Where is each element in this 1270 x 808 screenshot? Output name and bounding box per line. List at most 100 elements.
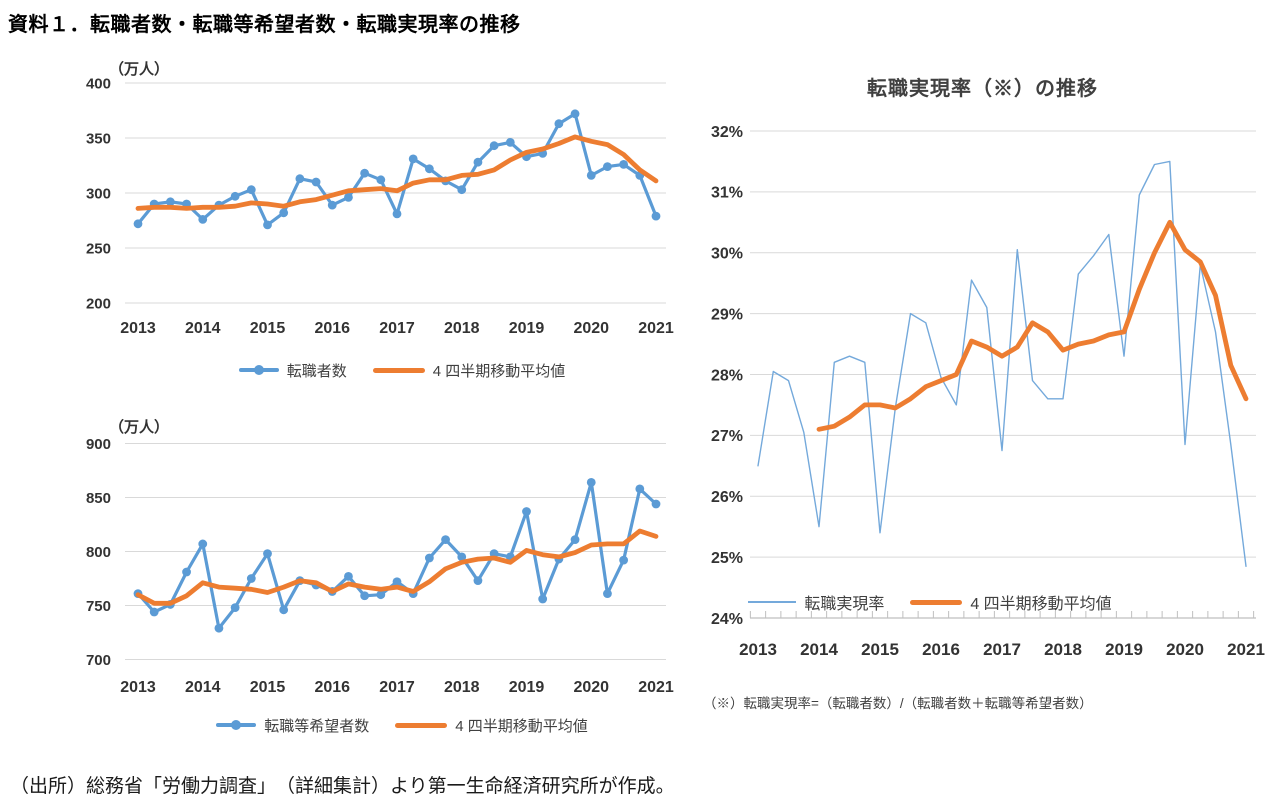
series-line-thick-line (816, 219, 1249, 432)
legend-swatch (395, 722, 448, 728)
x-tick-label: 2013 (120, 320, 156, 337)
y-tick-label: 200 (86, 295, 111, 312)
data-point-marker (505, 138, 515, 147)
formula-footnote: （※）転職実現率=（転職者数）/（転職者数＋転職等希望者数） (703, 696, 1093, 711)
y-tick-label: 300 (86, 185, 111, 202)
x-tick-label: 2016 (314, 320, 350, 337)
x-tick-label: 2014 (185, 320, 221, 337)
legend-swatch (910, 599, 963, 605)
data-point-marker (344, 193, 353, 202)
data-point-marker (538, 594, 548, 604)
x-tick-label: 2019 (509, 320, 545, 337)
x-tick-label: 2014 (800, 640, 838, 659)
data-point-marker (424, 553, 434, 563)
y-tick-label: 25% (711, 550, 743, 567)
chart-realization-rate: 転職実現率（※）の推移 転職実現率 4 四半期移動平均値 （※）転職実現率=（転職… (695, 58, 1270, 723)
data-point-marker (457, 552, 467, 562)
y-tick-label: 400 (86, 75, 111, 92)
data-point-marker (376, 590, 386, 600)
y-tick-label: 27% (711, 428, 743, 445)
y-tick-label: 26% (711, 489, 743, 506)
legend-label: 転職等希望者数 (264, 717, 370, 735)
data-point-marker (263, 220, 272, 230)
data-point-marker (230, 191, 240, 201)
data-point-marker (133, 219, 143, 229)
job-change-hopefuls-plot: 900 850 800 750 700 2013 2014 2015 2016 2017 2018 2… (86, 436, 674, 696)
x-tick-label: 2015 (861, 640, 899, 659)
legend-item: 4 四半期移動平均値 (395, 715, 588, 736)
x-tick-label: 2018 (444, 679, 480, 696)
series-line-thin-line (757, 160, 1247, 567)
realization-rate-plot: 32% 31% 30% 29% 28% 27% 26% 25% 24% 2013 2014 2015 2… (711, 124, 1265, 659)
series-line-thick-line (135, 134, 659, 211)
x-tick-label: 2020 (573, 679, 609, 696)
x-tick-label: 2020 (573, 320, 609, 337)
data-point-marker (198, 539, 208, 549)
data-point-marker (570, 109, 580, 119)
data-point-marker (554, 119, 564, 129)
data-point-marker (246, 185, 256, 195)
x-tick-label: 2019 (1105, 640, 1143, 659)
x-tick-label: 2016 (922, 640, 960, 659)
data-point-marker (198, 215, 208, 224)
legend-label: 4 四半期移動平均値 (455, 717, 588, 735)
data-point-marker (149, 607, 159, 617)
legend-item: 4 四半期移動平均値 (910, 590, 1112, 614)
job-changers-plot: 400 350 300 250 200 2013 2014 2015 2016 2017 2018 2… (86, 75, 674, 337)
data-point-marker (651, 211, 661, 221)
data-point-marker (635, 484, 645, 494)
chart-title: 転職実現率（※）の推移 (867, 78, 1098, 100)
x-tick-label: 2014 (185, 679, 221, 696)
chart-job-changers: （万人） 転職者数 4 四半期移動平均値 400 350 300 250 200 2013 2… (25, 56, 685, 408)
data-point-marker (570, 535, 580, 545)
data-point-marker (457, 185, 467, 195)
y-tick-label: 28% (711, 367, 743, 384)
data-point-marker (473, 157, 483, 167)
x-tick-label: 2017 (379, 320, 415, 337)
x-tick-label: 2015 (250, 320, 286, 337)
x-tick-label: 2016 (314, 679, 350, 696)
data-point-marker (619, 160, 629, 169)
data-point-marker (619, 555, 629, 565)
data-point-marker (360, 591, 370, 601)
legend-item: 4 四半期移動平均値 (372, 360, 565, 381)
legend-item: 転職等希望者数 (216, 715, 369, 736)
data-point-marker (586, 477, 596, 487)
legend-label: 4 四半期移動平均値 (970, 596, 1112, 613)
data-point-marker (263, 549, 272, 559)
data-point-marker (214, 623, 224, 633)
y-axis-unit-label: （万人） (109, 419, 170, 436)
source-note: （出所）総務省「労働力調査」 （詳細集計）より第一生命経済研究所が作成。 (10, 776, 675, 797)
y-tick-label: 350 (86, 130, 111, 147)
legend-swatch (216, 723, 257, 727)
legend-swatch (372, 367, 425, 373)
x-tick-label: 2020 (1166, 640, 1204, 659)
data-point-marker (651, 499, 661, 509)
x-tick-label: 2015 (250, 679, 286, 696)
x-tick-label: 2017 (379, 679, 415, 696)
y-tick-label: 32% (711, 124, 743, 141)
chart-job-change-hopefuls: （万人） 転職等希望者数 4 四半期移動平均値 900 850 800 750 700 20… (25, 413, 685, 743)
x-tick-label: 2021 (638, 320, 674, 337)
data-point-marker (327, 200, 337, 210)
data-point-marker (279, 605, 289, 615)
data-point-marker (311, 177, 321, 187)
y-tick-label: 29% (711, 306, 743, 323)
legend-item: 転職実現率 (748, 590, 884, 614)
data-point-marker (344, 571, 353, 581)
data-point-marker (165, 197, 175, 207)
y-tick-label: 250 (86, 240, 111, 257)
y-tick-label: 30% (711, 246, 743, 263)
legend-label: 転職実現率 (804, 596, 885, 613)
data-point-marker (392, 577, 402, 587)
x-tick-label: 2021 (638, 679, 674, 696)
x-tick-label: 2018 (1044, 640, 1082, 659)
legend: 転職者数 4 四半期移動平均値 (119, 360, 685, 380)
x-tick-label: 2018 (444, 320, 480, 337)
series-line-marker-line (136, 480, 658, 630)
data-point-marker (392, 209, 402, 219)
data-point-marker (182, 567, 191, 577)
data-point-marker (360, 168, 370, 178)
y-tick-label: 800 (86, 544, 111, 561)
